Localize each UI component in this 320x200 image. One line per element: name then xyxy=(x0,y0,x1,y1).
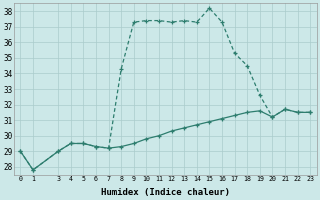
X-axis label: Humidex (Indice chaleur): Humidex (Indice chaleur) xyxy=(101,188,230,197)
